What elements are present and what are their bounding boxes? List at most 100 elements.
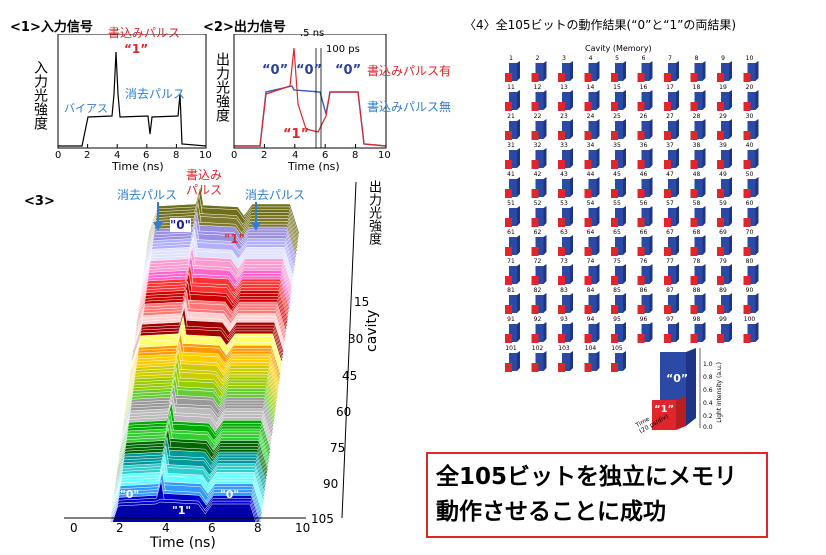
one-bar xyxy=(505,189,512,198)
one-bar xyxy=(584,334,592,343)
cavity-cell: 31 xyxy=(505,142,520,169)
one-bar xyxy=(611,102,618,111)
cavity-cell: 89 xyxy=(717,287,732,314)
cavity-number: 72 xyxy=(534,258,542,265)
cavity-cell: 12 xyxy=(531,84,547,111)
zero-bar xyxy=(641,121,650,139)
cavity-cell: 52 xyxy=(531,200,547,227)
zero-bar xyxy=(668,266,676,284)
cavity-number: 94 xyxy=(587,316,595,323)
one-bar xyxy=(584,189,592,198)
cavity-cell: 97 xyxy=(664,316,679,343)
one-bar xyxy=(717,305,724,314)
cavity-cell: 99 xyxy=(717,316,732,343)
one-bar xyxy=(743,160,751,169)
zero-bar xyxy=(535,237,544,255)
cavity-cell: 60 xyxy=(743,200,759,227)
one-bar xyxy=(584,131,592,140)
zero-bar xyxy=(562,121,570,139)
one-bar xyxy=(690,73,698,82)
cavity-number: 28 xyxy=(693,113,701,120)
one-bar xyxy=(531,276,539,285)
cavity-cell: 78 xyxy=(690,258,706,285)
zero-bar xyxy=(747,150,756,168)
cavity-number: 11 xyxy=(507,84,515,91)
zero-bar xyxy=(588,179,597,197)
panel1-xlabel: Time (ns) xyxy=(112,160,164,173)
one-bar xyxy=(558,218,565,227)
panel3-cavity-axis xyxy=(341,182,357,519)
cavity-cell: 35 xyxy=(611,142,626,169)
summary-callout: 全105ビットを独立にメモリ 動作させることに成功 xyxy=(426,452,768,538)
one-bar xyxy=(664,218,671,227)
cavity-number: 92 xyxy=(534,316,542,323)
cavity-cell: 56 xyxy=(637,200,653,227)
panel2-zero-label-a: “0” xyxy=(262,63,289,78)
cavity-cell: 58 xyxy=(690,200,706,227)
cavity-number: 30 xyxy=(746,113,754,120)
zero-bar xyxy=(535,295,544,313)
cavity-cell: 25 xyxy=(611,113,626,140)
cavity-tick: 30 xyxy=(348,332,364,346)
cavity-cell: 33 xyxy=(558,142,573,169)
zero-bar xyxy=(747,92,756,110)
cavity-cell: 80 xyxy=(743,258,759,285)
panel3-waterfall xyxy=(64,182,357,522)
zero-bar xyxy=(721,121,729,139)
cavity-cell: 15 xyxy=(611,84,626,111)
panel2-one-label: “1” xyxy=(283,127,310,142)
one-bar xyxy=(637,276,645,285)
zero-bar xyxy=(747,63,756,81)
panel3-write-label: 書込み パルス xyxy=(186,168,222,198)
one-bar xyxy=(505,102,512,111)
zero-bar xyxy=(694,295,703,313)
one-bar xyxy=(743,276,751,285)
cavity-number: 78 xyxy=(693,258,701,265)
zero-bar xyxy=(615,324,623,342)
one-bar xyxy=(664,276,671,285)
cavity-cell: 55 xyxy=(611,200,626,227)
zero-bar xyxy=(615,92,623,110)
cavity-number: 62 xyxy=(534,229,542,236)
one-bar xyxy=(690,218,698,227)
zero-bar xyxy=(721,266,729,284)
cavity-number: 100 xyxy=(744,316,756,323)
zero-bar xyxy=(668,121,676,139)
one-bar xyxy=(558,247,565,256)
zero-bar xyxy=(721,324,729,342)
cavity-number: 63 xyxy=(560,229,568,236)
cavity-number: 90 xyxy=(746,287,754,294)
panel3-xtick: 6 xyxy=(208,521,216,535)
zero-bar xyxy=(721,92,729,110)
annotation-5ns: .5 ns xyxy=(300,28,325,39)
panel1-ylabel: 入力光強度 xyxy=(32,60,48,130)
cavity-number: 44 xyxy=(587,171,595,178)
one-bar xyxy=(558,131,565,140)
one-bar xyxy=(531,73,539,82)
zero-bar xyxy=(615,353,623,371)
cavity-number: 46 xyxy=(640,171,648,178)
cavity-cell: 38 xyxy=(690,142,706,169)
cavity-cell: 3 xyxy=(558,55,573,82)
zero-bar xyxy=(615,208,623,226)
zero-bar xyxy=(588,63,597,81)
panel3-xtick: 0 xyxy=(70,521,78,535)
one-bar xyxy=(717,131,724,140)
one-bar xyxy=(717,218,724,227)
cavity-cell: 83 xyxy=(558,287,573,314)
cavity-cell: 23 xyxy=(558,113,573,140)
cavity-cell: 100 xyxy=(743,316,759,343)
zero-bar xyxy=(747,266,756,284)
zero-bar xyxy=(588,92,597,110)
panel2-xtick: 4 xyxy=(292,150,299,161)
one-bar xyxy=(637,160,645,169)
zero-bar xyxy=(535,150,544,168)
cavity-cell: 103 xyxy=(558,345,573,372)
cavity-trace xyxy=(112,501,257,522)
callout-line1: 全105ビットを独立にメモリ xyxy=(436,464,738,490)
cavity-cell: 86 xyxy=(637,287,653,314)
cavity-number: 101 xyxy=(505,345,517,352)
zero-bar xyxy=(721,150,729,168)
cavity-number: 9 xyxy=(721,55,725,62)
cavity-cell: 50 xyxy=(743,171,759,198)
